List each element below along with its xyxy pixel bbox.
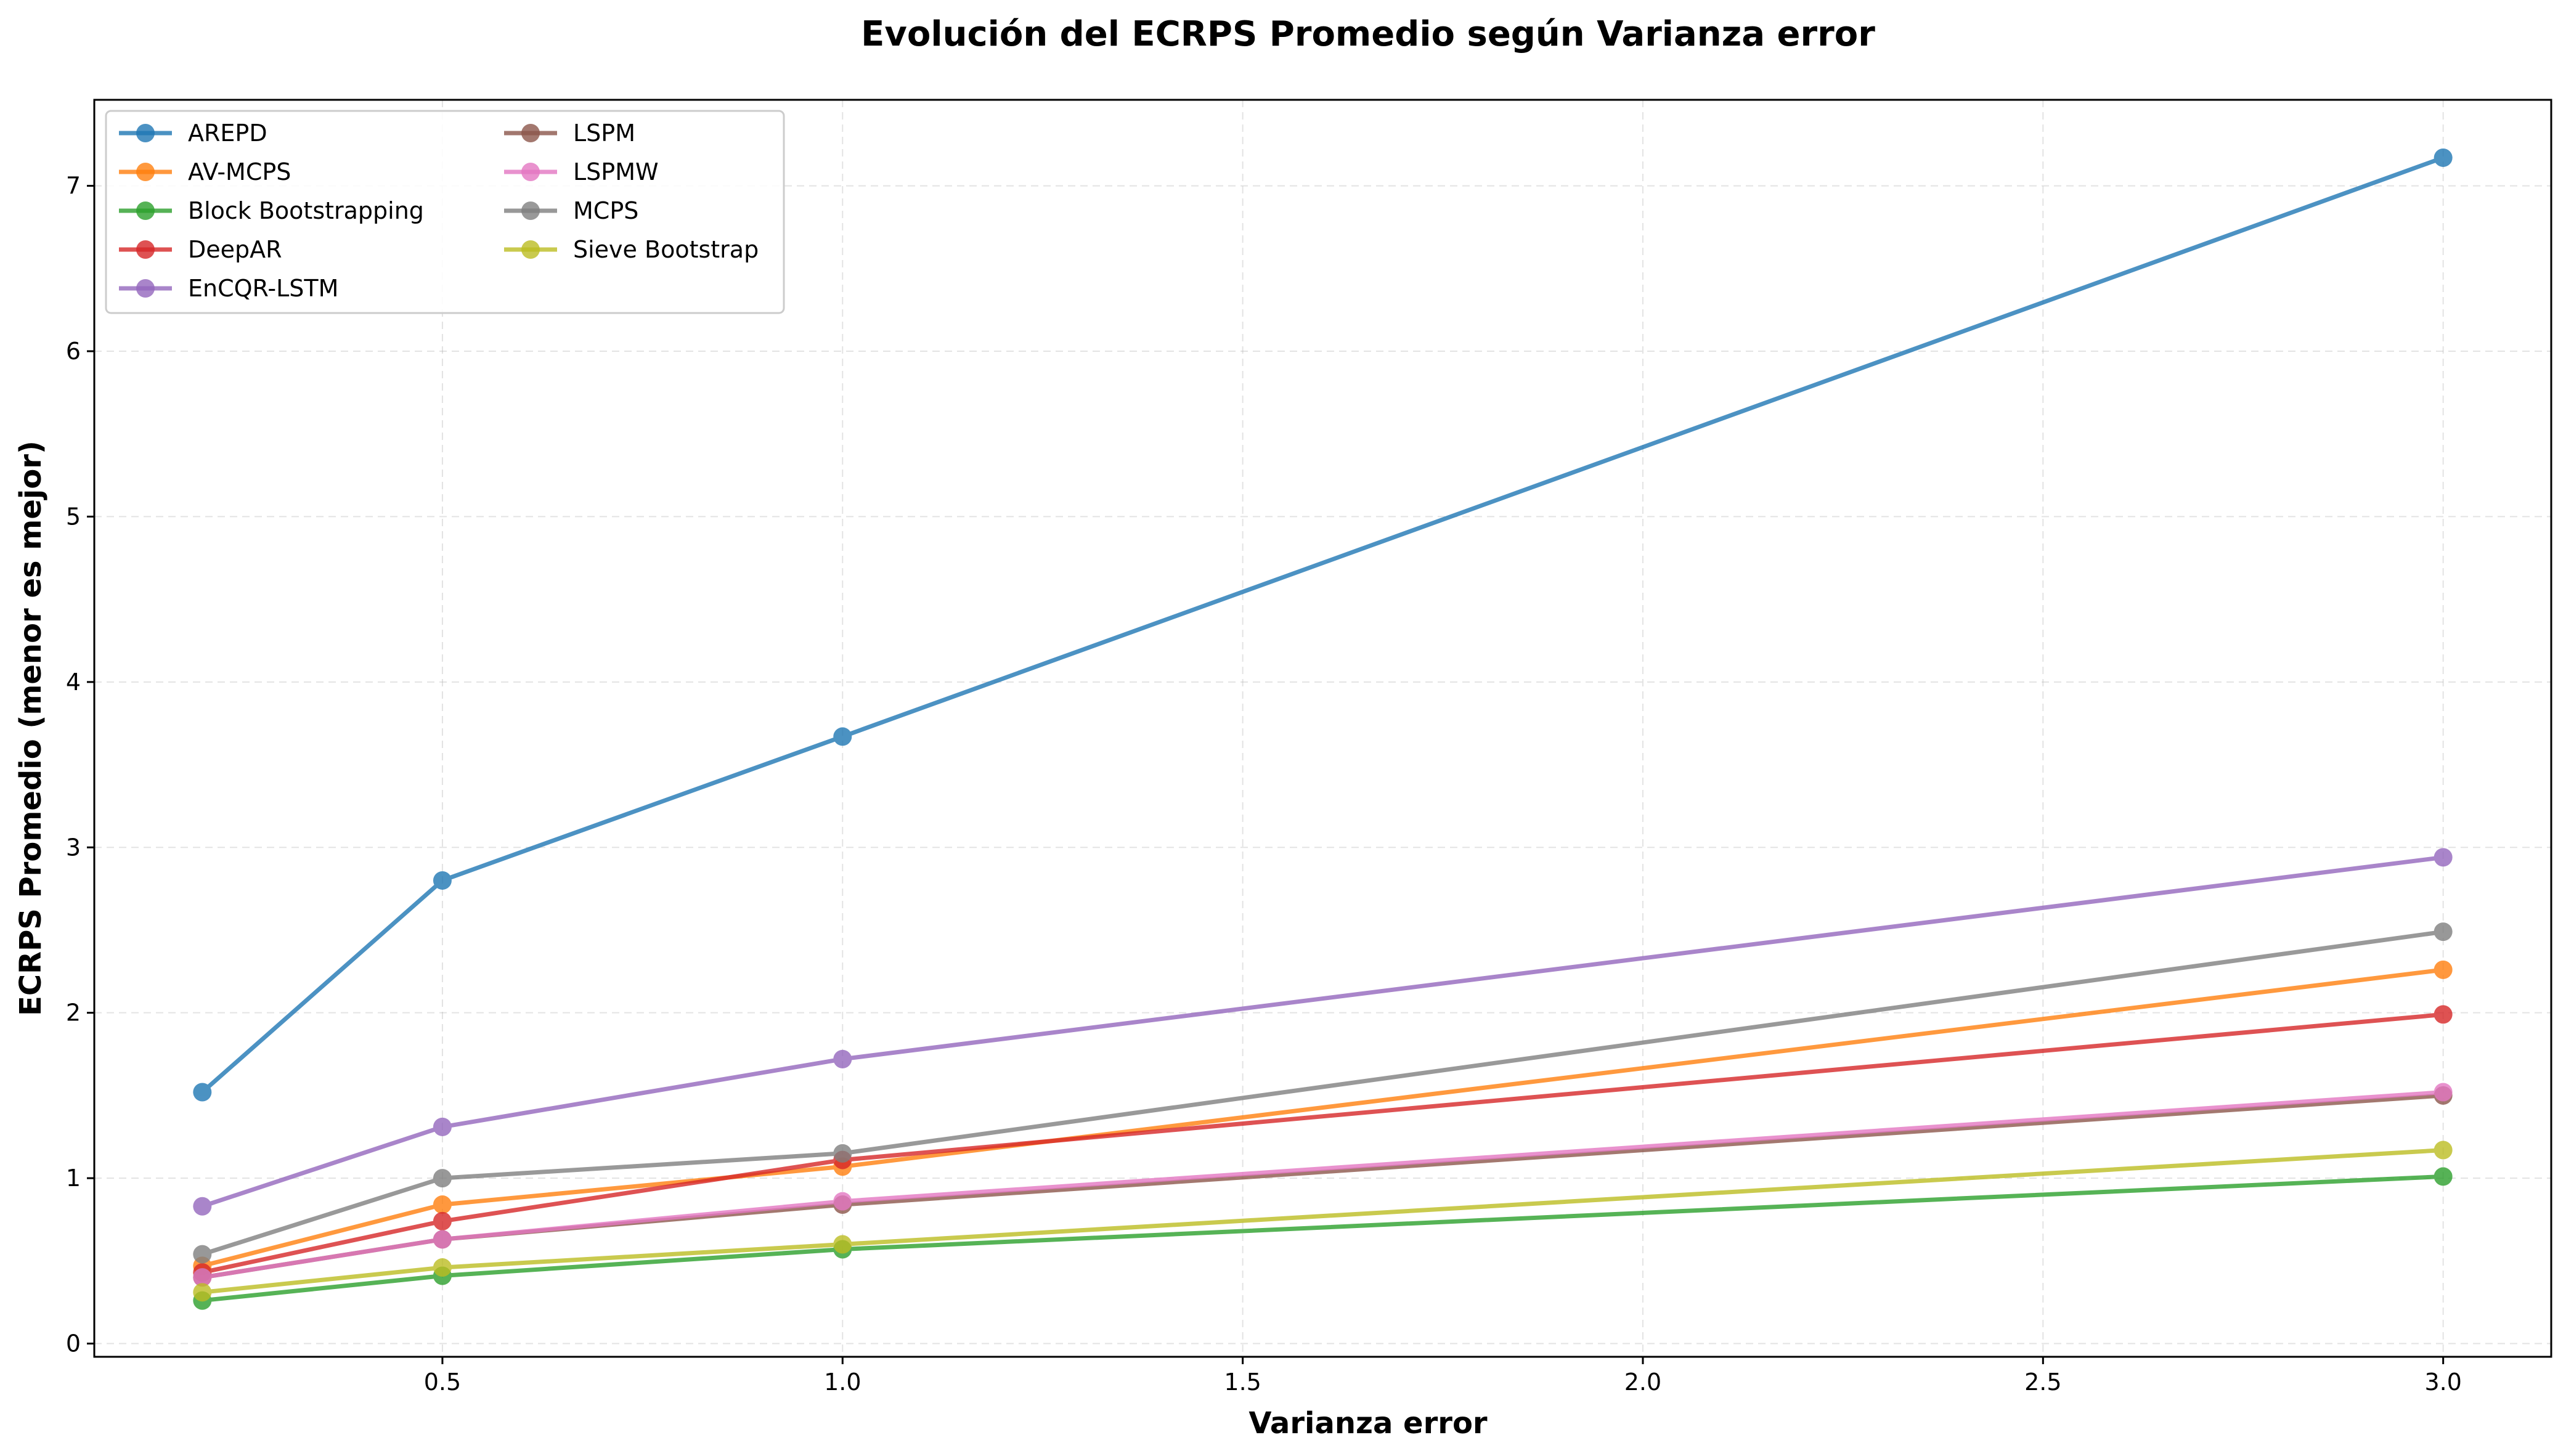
legend-item: AV-MCPS [119,158,291,185]
legend-swatch-marker [521,201,540,220]
data-point [193,1245,212,1264]
data-point [833,1144,852,1163]
legend-swatch-marker [136,124,155,142]
x-tick-label: 2.0 [1624,1369,1661,1396]
x-tick-label: 1.0 [824,1369,861,1396]
plot-area-frame [93,99,2552,1358]
legend-label: AV-MCPS [188,158,291,185]
y-axis: 0 1 2 3 4 5 6 7 [66,173,94,1357]
series-line [202,855,2444,1209]
data-point [833,1192,852,1211]
data-point [833,1049,852,1068]
legend-label: LSPM [573,120,635,147]
series-line [202,1093,2443,1280]
y-tick-label: 1 [66,1165,81,1192]
legend-swatch-marker [521,163,540,181]
y-tick-label: 5 [66,503,81,530]
x-axis-label: Varianza error [1248,1406,1488,1441]
legend-box [105,110,785,314]
x-tick-label: 2.5 [2024,1369,2061,1396]
legend-swatch-marker [136,240,155,259]
y-tick-label: 7 [66,173,81,200]
data-point [2434,960,2453,979]
data-point [2434,1141,2453,1160]
series-block-bootstrapping [193,1167,2453,1310]
series-lspmw [193,1083,2453,1287]
legend-swatch-marker [136,279,155,298]
legend-label: MCPS [573,197,638,224]
x-tick-label: 0.5 [424,1369,461,1396]
series-line [202,1012,2444,1275]
data-point [2434,148,2453,167]
legend-item: LSPM [504,120,635,147]
data-point [433,1230,452,1249]
data-point [2434,1005,2453,1024]
data-point [433,871,452,890]
data-point [833,1235,852,1254]
series-line [202,929,2444,1256]
legend-label: LSPMW [573,158,659,185]
legend-item: Block Bootstrapping [119,197,424,224]
data-point [193,1083,212,1102]
series-line [202,1174,2443,1303]
legend: AREPD AV-MCPS Block Bootstrapping DeepAR EnC… [105,110,785,314]
legend-item: EnCQR-LSTM [119,275,338,302]
data-point [433,1211,452,1230]
x-tick-label: 1.5 [1224,1369,1261,1396]
y-tick-label: 4 [66,669,81,696]
series-encqr-lstm [193,848,2453,1216]
legend-swatch-marker [521,124,540,142]
data-point [193,1268,212,1287]
legend-label: Block Bootstrapping [188,197,424,224]
chart-title: Evolución del ECRPS Promedio según Varia… [861,14,1875,54]
legend-item: Sieve Bootstrap [504,236,759,263]
legend-swatch-marker [136,163,155,181]
legend-item: LSPMW [504,158,659,185]
data-point [193,1197,212,1216]
data-point [193,1283,212,1302]
data-point [433,1258,452,1277]
series-line [200,155,2444,1094]
y-tick-label: 3 [66,834,81,861]
series-line [202,1090,2443,1280]
series-mcps [193,922,2453,1264]
legend-label: DeepAR [188,236,282,263]
series-layer [193,148,2453,1310]
data-point [2434,922,2453,942]
legend-swatch-marker [521,240,540,259]
y-tick-label: 0 [66,1330,81,1357]
legend-label: Sieve Bootstrap [573,236,759,263]
legend-label: AREPD [188,120,267,147]
series-sieve-bootstrap [193,1141,2453,1302]
legend-item: AREPD [119,120,267,147]
data-point [833,727,852,746]
legend-swatch-marker [136,201,155,220]
legend-item: MCPS [504,197,638,224]
y-tick-label: 6 [66,338,81,365]
data-point [433,1169,452,1188]
y-axis-label: ECRPS Promedio (menor es mejor) [14,441,48,1016]
data-point [433,1195,452,1214]
grid [94,100,2551,1357]
legend-label: EnCQR-LSTM [188,275,338,302]
series-arepd [193,148,2453,1102]
series-line [202,1148,2443,1295]
data-point [433,1117,452,1136]
series-deepar [193,1005,2453,1282]
series-line [202,967,2444,1268]
data-point [2434,1083,2453,1102]
x-tick-label: 3.0 [2424,1369,2461,1396]
y-tick-label: 2 [66,999,81,1027]
x-axis: 0.5 1.0 1.5 2.0 2.5 3.0 [424,1357,2462,1396]
data-point [2434,848,2453,867]
data-point [2434,1167,2453,1186]
legend-item: DeepAR [119,236,282,263]
